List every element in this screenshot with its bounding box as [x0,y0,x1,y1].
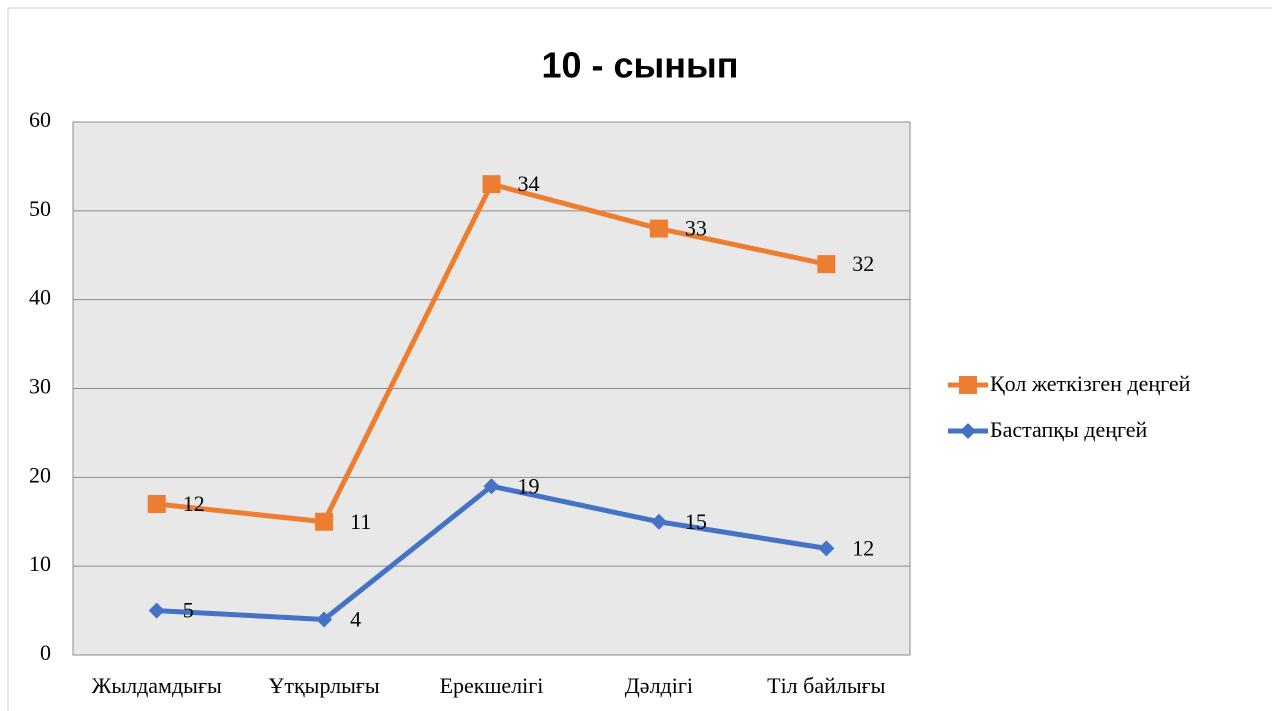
x-tick-label: Ұтқырлығы [268,673,379,698]
marker [649,219,668,238]
data-label: 15 [685,509,707,534]
marker [959,376,977,394]
data-label: 5 [183,598,194,623]
data-label: 19 [518,473,540,498]
marker [818,540,835,557]
marker [482,175,501,194]
x-tick-label: Дәлдігі [625,673,693,698]
chart-title: 10 - сынып [541,45,738,86]
y-tick-label: 50 [29,196,51,221]
plot-frame [72,121,911,656]
marker [148,602,165,619]
data-label: 33 [685,216,707,241]
data-label: 4 [350,607,361,632]
marker [316,611,333,628]
marker [147,494,166,513]
data-label: 34 [518,171,540,196]
marker [817,255,836,274]
legend-label: Бастапқы деңгей [990,417,1147,442]
x-tick-label: Жылдамдығы [92,673,222,698]
data-label: 11 [350,509,371,534]
y-tick-label: 10 [29,551,51,576]
x-tick-label: Тіл байлығы [767,673,886,698]
data-label: 32 [852,251,874,276]
legend-label: Қол жеткізген деңгей [990,371,1191,396]
y-tick-label: 30 [29,374,51,399]
y-tick-label: 0 [40,640,51,665]
y-tick-label: 40 [29,285,51,310]
data-label: 12 [852,535,874,560]
y-tick-label: 60 [29,107,51,132]
marker [315,512,334,531]
marker [650,513,667,530]
marker [483,478,500,495]
y-tick-label: 20 [29,462,51,487]
x-tick-label: Ерекшелігі [440,673,544,698]
data-label: 12 [183,491,205,516]
marker [960,423,976,439]
